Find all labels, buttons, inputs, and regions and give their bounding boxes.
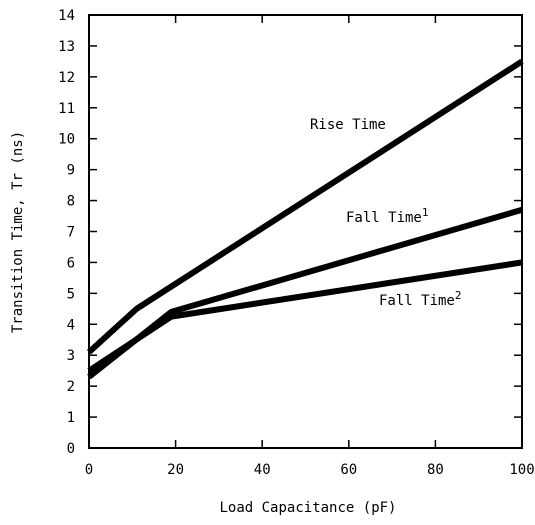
fall-time-2-line	[87, 259, 523, 374]
y-tick-label: 11	[58, 101, 75, 117]
y-tick-label: 2	[67, 379, 75, 395]
y-tick-label: 6	[67, 255, 75, 271]
fall-time-2-label: Fall Time2	[379, 289, 461, 309]
fall-time-1-label: Fall Time1	[346, 206, 428, 226]
x-axis-title: Load Capacitance (pF)	[219, 500, 396, 516]
x-tick-label: 0	[85, 462, 93, 478]
x-tick-label: 100	[509, 462, 534, 478]
y-tick-label: 5	[67, 286, 75, 302]
series-name: Fall Time	[379, 293, 455, 309]
y-tick-label: 12	[58, 70, 75, 86]
series-superscript: 1	[422, 206, 429, 219]
y-tick-label: 4	[67, 317, 75, 333]
series-superscript: 2	[455, 289, 462, 302]
plot-frame	[88, 14, 523, 449]
x-tick-label: 20	[167, 462, 184, 478]
y-tick-label: 14	[58, 8, 75, 24]
y-tick-label: 0	[67, 441, 75, 457]
y-tick-label: 3	[67, 348, 75, 364]
y-tick-label: 7	[67, 225, 75, 241]
series-lines	[86, 58, 524, 380]
y-tick-label: 13	[58, 39, 75, 55]
x-tick-label: 80	[427, 462, 444, 478]
x-tick-label: 40	[254, 462, 271, 478]
series-name: Fall Time	[346, 210, 422, 226]
y-tick-label: 10	[58, 132, 75, 148]
y-axis-title: Transition Time, Tr (ns)	[10, 131, 26, 333]
rise-time-label: Rise Time	[310, 117, 386, 133]
rise-time-line	[86, 58, 524, 355]
y-tick-label: 9	[67, 163, 75, 179]
x-tick-label: 60	[340, 462, 357, 478]
y-tick-label: 8	[67, 194, 75, 210]
series-name: Rise Time	[310, 117, 386, 133]
y-tick-label: 1	[67, 410, 75, 426]
